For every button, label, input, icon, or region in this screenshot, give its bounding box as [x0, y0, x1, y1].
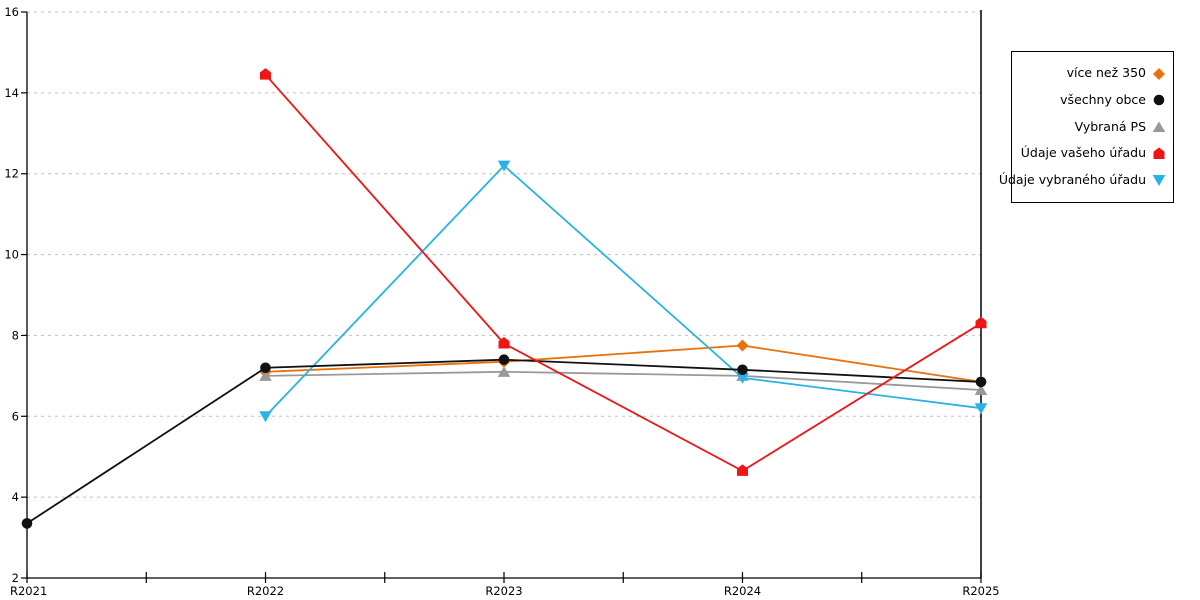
y-axis-labels: 2 4 6 8 10 12 14 16 — [4, 5, 19, 585]
series-4 — [260, 68, 987, 476]
series-5 — [259, 160, 988, 423]
diamond-marker-icon — [1153, 67, 1165, 80]
legend-item: Vybraná PS — [1012, 120, 1173, 134]
legend-item: Údaje vybraného úřadu — [999, 173, 1173, 187]
circle-marker-icon — [1153, 95, 1165, 106]
triangle-down-marker-icon — [1152, 175, 1166, 187]
legend-label: více než 350 — [1066, 65, 1146, 81]
legend: více než 350 všechny obce Vybraná PS Úda… — [999, 51, 1174, 203]
svg-text:10: 10 — [4, 248, 19, 262]
svg-text:8: 8 — [12, 328, 19, 342]
svg-text:6: 6 — [12, 409, 19, 423]
svg-text:R2025: R2025 — [962, 584, 999, 598]
legend-item: více než 350 — [1012, 67, 1173, 81]
legend-label: Vybraná PS — [1074, 118, 1146, 134]
svg-text:4: 4 — [12, 490, 19, 504]
svg-text:R2024: R2024 — [724, 584, 761, 598]
svg-text:R2022: R2022 — [247, 584, 284, 598]
data-series — [21, 68, 988, 529]
x-axis-labels: R2021 R2022 R2023 R2024 R2025 — [10, 584, 1000, 598]
legend-item: Údaje vašeho úřadu — [1012, 147, 1173, 161]
legend-item: všechny obce — [1012, 93, 1173, 107]
svg-text:R2021: R2021 — [10, 584, 47, 598]
svg-text:2: 2 — [12, 571, 19, 585]
series-3 — [259, 366, 988, 396]
svg-text:14: 14 — [4, 86, 19, 100]
triangle-up-marker-icon — [1152, 121, 1166, 132]
series-2 — [21, 354, 987, 529]
legend-label: Údaje vybraného úřadu — [998, 172, 1146, 188]
y-axis-ticks — [21, 11, 27, 579]
pentagon-marker-icon — [1153, 147, 1165, 159]
legend-label: všechny obce — [1060, 92, 1146, 108]
svg-text:R2023: R2023 — [485, 584, 522, 598]
svg-text:12: 12 — [4, 167, 19, 181]
svg-text:16: 16 — [4, 5, 19, 19]
axes — [26, 10, 982, 579]
legend-label: Údaje vašeho úřadu — [1020, 145, 1146, 161]
x-axis-ticks — [26, 572, 982, 583]
gridlines — [27, 11, 981, 579]
